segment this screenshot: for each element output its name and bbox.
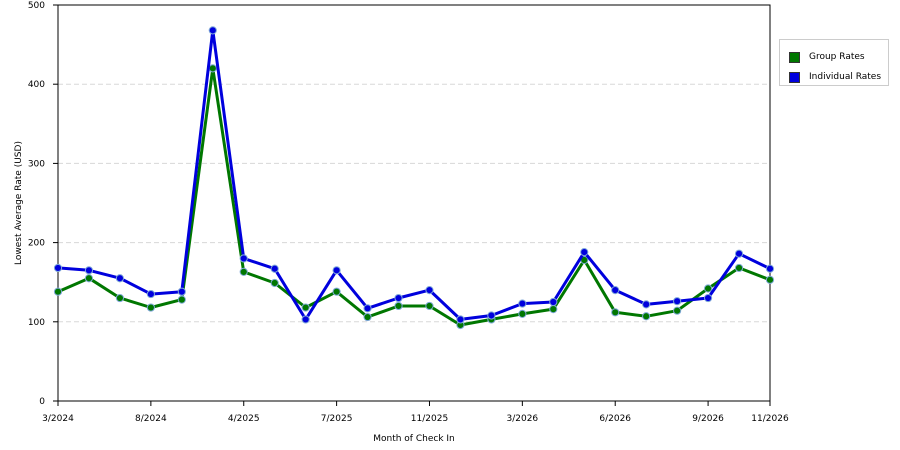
x-tick-label: 11/2026: [751, 414, 789, 424]
data-point-individual-rates: [765, 264, 775, 273]
x-tick-label: 11/2025: [411, 414, 448, 424]
x-tick-label: 8/2024: [135, 414, 167, 424]
data-point-group-rates: [301, 303, 310, 312]
data-point-individual-rates: [115, 274, 125, 283]
legend-item-individual-rates[interactable]: Individual Rates: [789, 67, 888, 87]
x-tick-label: 9/2026: [692, 414, 724, 424]
legend-label-individual-rates: Individual Rates: [809, 72, 882, 82]
data-point-group-rates: [208, 64, 217, 73]
grid-lines: [58, 83, 770, 323]
data-point-group-rates: [53, 287, 63, 296]
data-point-group-rates: [270, 278, 279, 288]
data-point-group-rates: [518, 309, 527, 318]
legend-swatch-group-rates: [789, 51, 800, 63]
data-point-individual-rates: [642, 300, 651, 309]
data-point-individual-rates: [146, 289, 155, 299]
data-point-group-rates: [146, 303, 155, 312]
data-point-individual-rates: [456, 315, 465, 324]
x-tick-label: 3/2026: [507, 414, 539, 424]
data-point-group-rates: [239, 267, 248, 277]
data-point-group-rates: [611, 308, 620, 317]
legend-swatch-individual-rates: [789, 71, 800, 83]
data-point-individual-rates: [177, 287, 186, 296]
data-point-individual-rates: [549, 297, 558, 307]
axes: [53, 4, 771, 406]
data-point-individual-rates: [580, 248, 589, 257]
y-tick-label: 0: [39, 397, 45, 407]
data-point-group-rates: [765, 275, 775, 284]
data-point-group-rates: [549, 305, 558, 314]
x-tick-label: 4/2025: [228, 414, 260, 424]
y-tick-label: 200: [28, 239, 45, 249]
data-point-individual-rates: [673, 297, 682, 306]
data-point-group-rates: [734, 263, 744, 273]
data-point-group-rates: [84, 274, 94, 283]
data-point-group-rates: [673, 306, 682, 315]
data-point-group-rates: [642, 312, 651, 321]
y-tick-label: 500: [28, 1, 45, 11]
data-point-group-rates: [703, 284, 713, 293]
data-point-individual-rates: [301, 315, 310, 324]
data-point-group-rates: [425, 301, 434, 311]
legend: Group Rates Individual Rates: [779, 39, 889, 86]
data-point-group-rates: [177, 295, 186, 304]
legend-item-group-rates[interactable]: Group Rates: [789, 47, 888, 67]
data-point-individual-rates: [518, 299, 527, 308]
data-point-individual-rates: [84, 266, 94, 275]
x-tick-label: 6/2026: [599, 414, 631, 424]
y-tick-label: 100: [28, 318, 45, 328]
data-point-individual-rates: [332, 266, 341, 275]
y-axis-label: Lowest Average Rate (USD): [14, 141, 24, 265]
x-axis-label: Month of Check In: [373, 434, 455, 444]
data-point-individual-rates: [703, 293, 713, 303]
plot-frame: [57, 4, 771, 402]
data-point-individual-rates: [425, 286, 434, 295]
y-tick-label: 400: [28, 80, 45, 90]
data-point-group-rates: [363, 312, 372, 322]
series-line-group-rates: [57, 66, 771, 327]
x-tick-label: 7/2025: [321, 414, 353, 424]
data-point-individual-rates: [208, 26, 217, 35]
data-point-individual-rates: [270, 264, 279, 273]
data-point-group-rates: [115, 293, 125, 303]
series-lines: [53, 26, 775, 330]
data-point-individual-rates: [239, 254, 248, 263]
y-tick-label: 300: [28, 159, 45, 169]
data-point-individual-rates: [394, 293, 403, 303]
data-point-individual-rates: [734, 249, 744, 258]
series-line-individual-rates: [57, 28, 771, 321]
legend-label-group-rates: Group Rates: [809, 52, 865, 62]
x-tick-label: 3/2024: [42, 414, 74, 424]
tick-labels: 0 100 200 300 400 500 3/2024 8/2024 4/2025 7/2025…: [28, 1, 789, 424]
data-point-individual-rates: [363, 304, 372, 313]
data-point-individual-rates: [487, 311, 496, 320]
data-point-individual-rates: [611, 286, 620, 295]
data-point-individual-rates: [53, 263, 63, 273]
data-point-group-rates: [394, 301, 403, 311]
data-point-group-rates: [332, 287, 341, 296]
